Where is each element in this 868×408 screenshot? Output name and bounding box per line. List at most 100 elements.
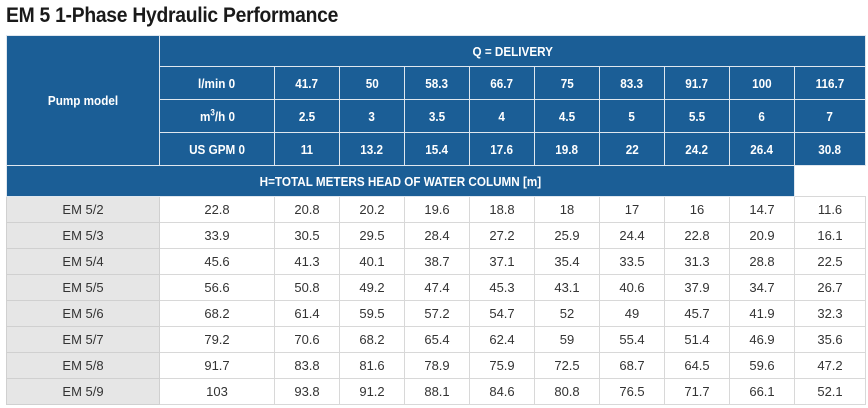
unit-value-cell: 22 (599, 132, 665, 166)
unit-value-cell: 11 (274, 132, 340, 166)
head-value-cell: 34.7 (729, 274, 795, 301)
table-row: EM 5/6 68.2 61.4 59.5 57.2 54.7 52 49 45.7 41.9 32… (6, 300, 866, 327)
table-row: EM 5/8 91.7 83.8 81.6 78.9 75.9 72.5 68.7 64.5 59… (6, 352, 866, 379)
head-header: H=TOTAL METERS HEAD OF WATER COLUMN [m] (6, 165, 795, 197)
head-value-cell: 59.5 (339, 300, 405, 327)
pump-model-cell: EM 5/3 (6, 222, 160, 249)
pump-model-cell: EM 5/7 (6, 326, 160, 353)
unit-value-cell: 41.7 (274, 66, 340, 100)
head-value-cell: 35.6 (794, 326, 866, 353)
page-title: EM 5 1-Phase Hydraulic Performance (6, 4, 339, 27)
unit-value-cell: 75 (534, 66, 600, 100)
unit-value-cell: 116.7 (794, 66, 866, 100)
head-value-cell: 66.1 (729, 378, 795, 405)
unit-value-cell: 83.3 (599, 66, 665, 100)
head-value-cell: 22.8 (159, 196, 275, 223)
unit-value-cell: 13.2 (339, 132, 405, 166)
pump-model-cell: EM 5/6 (6, 300, 160, 327)
head-value-cell: 49.2 (339, 274, 405, 301)
head-value-cell: 75.9 (469, 352, 535, 379)
unit-value-cell: 15.4 (404, 132, 470, 166)
pump-model-cell: EM 5/8 (6, 352, 160, 379)
head-value-cell: 64.5 (664, 352, 730, 379)
head-value-cell: 61.4 (274, 300, 340, 327)
head-value-cell: 37.1 (469, 248, 535, 275)
head-value-cell: 55.4 (599, 326, 665, 353)
unit-value-cell: 6 (729, 99, 795, 133)
head-value-cell: 45.6 (159, 248, 275, 275)
unit-label-text: l/min 0 (198, 75, 236, 91)
head-value-cell: 45.3 (469, 274, 535, 301)
head-value-cell: 40.6 (599, 274, 665, 301)
unit-value-cell: 30.8 (794, 132, 866, 166)
head-value-cell: 26.7 (794, 274, 866, 301)
head-value-cell: 33.5 (599, 248, 665, 275)
head-value-cell: 30.5 (274, 222, 340, 249)
table-row: EM 5/7 79.2 70.6 68.2 65.4 62.4 59 55.4 51.4 46.9… (6, 326, 866, 353)
head-value-cell: 70.6 (274, 326, 340, 353)
unit-value-cell: 24.2 (664, 132, 730, 166)
table-body: Pump model Q = DELIVERY l/min 0 41.7 50 58.… (6, 35, 866, 405)
head-value-cell: 59.6 (729, 352, 795, 379)
head-value-cell: 33.9 (159, 222, 275, 249)
unit-value-cell: 26.4 (729, 132, 795, 166)
unit-value-cell: 7 (794, 99, 866, 133)
unit-value-cell: 2.5 (274, 99, 340, 133)
head-value-cell: 56.6 (159, 274, 275, 301)
unit-label-suffix: /h 0 (214, 108, 235, 124)
unit-value-cell: 50 (339, 66, 405, 100)
unit-label-text: m (199, 108, 210, 124)
head-value-cell: 32.3 (794, 300, 866, 327)
head-value-cell: 35.4 (534, 248, 600, 275)
head-value-cell: 41.9 (729, 300, 795, 327)
head-value-cell: 54.7 (469, 300, 535, 327)
head-value-cell: 28.8 (729, 248, 795, 275)
head-value-cell: 52 (534, 300, 600, 327)
head-value-cell: 68.2 (159, 300, 275, 327)
head-value-cell: 78.9 (404, 352, 470, 379)
head-value-cell: 83.8 (274, 352, 340, 379)
head-value-cell: 103 (159, 378, 275, 405)
head-value-cell: 46.9 (729, 326, 795, 353)
unit-value-cell: 5 (599, 99, 665, 133)
unit-value-cell: 5.5 (664, 99, 730, 133)
unit-value-cell: 91.7 (664, 66, 730, 100)
unit-value-cell: 19.8 (534, 132, 600, 166)
pump-model-header: Pump model (6, 35, 160, 166)
head-value-cell: 47.2 (794, 352, 866, 379)
head-value-cell: 24.4 (599, 222, 665, 249)
pump-model-cell: EM 5/2 (6, 196, 160, 223)
head-value-cell: 49 (599, 300, 665, 327)
table-row: EM 5/9 103 93.8 91.2 88.1 84.6 80.8 76.5 71.7 66.… (6, 378, 866, 405)
head-value-cell: 20.2 (339, 196, 405, 223)
head-value-cell: 20.8 (274, 196, 340, 223)
head-value-cell: 65.4 (404, 326, 470, 353)
unit-label: l/min 0 (159, 66, 275, 100)
head-value-cell: 59 (534, 326, 600, 353)
head-value-cell: 22.5 (794, 248, 866, 275)
head-value-cell: 28.4 (404, 222, 470, 249)
head-value-cell: 18 (534, 196, 600, 223)
head-value-cell: 18.8 (469, 196, 535, 223)
pump-model-cell: EM 5/4 (6, 248, 160, 275)
head-value-cell: 19.6 (404, 196, 470, 223)
unit-label-text: US GPM 0 (189, 141, 245, 157)
head-value-cell: 29.5 (339, 222, 405, 249)
head-value-cell: 62.4 (469, 326, 535, 353)
head-value-cell: 17 (599, 196, 665, 223)
head-value-cell: 79.2 (159, 326, 275, 353)
head-value-cell: 22.8 (664, 222, 730, 249)
head-value-cell: 43.1 (534, 274, 600, 301)
head-value-cell: 11.6 (794, 196, 866, 223)
unit-value-cell: 17.6 (469, 132, 535, 166)
head-value-cell: 45.7 (664, 300, 730, 327)
table-row: EM 5/4 45.6 41.3 40.1 38.7 37.1 35.4 33.5 31.3 28… (6, 248, 866, 275)
head-value-cell: 31.3 (664, 248, 730, 275)
head-value-cell: 52.1 (794, 378, 866, 405)
unit-row-m3h: m3/h 0 2.5 3 3.5 4 4.5 5 5.5 6 7 (7, 99, 866, 133)
head-value-cell: 91.7 (159, 352, 275, 379)
head-value-cell: 16.1 (794, 222, 866, 249)
head-value-cell: 91.2 (339, 378, 405, 405)
table-row: EM 5/3 33.9 30.5 29.5 28.4 27.2 25.9 24.4 22.8 20… (6, 222, 866, 249)
unit-label: m3/h 0 (159, 99, 275, 133)
